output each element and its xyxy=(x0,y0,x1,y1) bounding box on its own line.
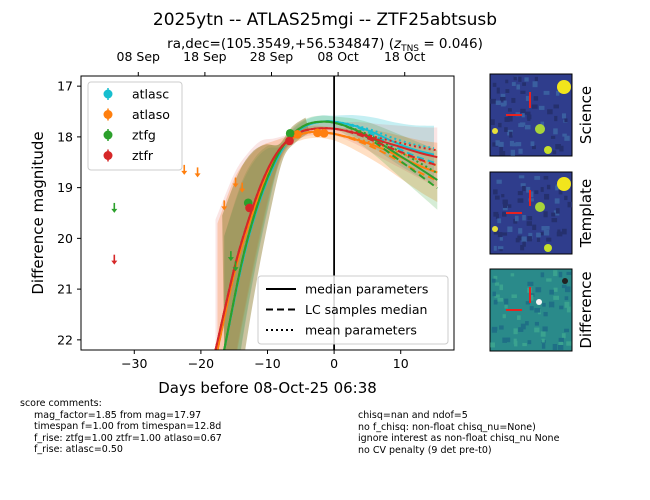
thumbnail-label: Template xyxy=(577,179,595,248)
line-style-legend: median parameters LC samples median mean p… xyxy=(257,275,449,345)
comment-line: chisq=nan and ndof=5 xyxy=(358,410,468,421)
legend-entry: atlasc xyxy=(103,87,169,102)
filter-legend: atlasc atlaso ztfg ztfr xyxy=(87,81,183,171)
star xyxy=(535,202,545,212)
lc-samples-median-curve xyxy=(214,127,438,350)
thumbnail-template: Template xyxy=(489,171,595,255)
model-band-overlap xyxy=(222,117,310,350)
score-comments: score comments: mag_factor=1.85 from mag=… xyxy=(20,398,222,456)
model-band xyxy=(215,122,438,350)
lc-samples-median-curve xyxy=(216,130,438,350)
legend-entry: atlaso xyxy=(103,107,170,122)
top-tick-label: 18 Oct xyxy=(384,49,426,64)
legend-entry: median parameters xyxy=(266,282,428,297)
residual xyxy=(536,299,542,305)
comment-line: no f_chisq: non-float chisq_nu=None) xyxy=(358,421,536,433)
data-point xyxy=(285,129,295,138)
x-axis-label: Days before 08-Oct-25 06:38 xyxy=(158,379,377,397)
x-tick-label: −20 xyxy=(188,356,214,371)
legend-marker xyxy=(103,151,113,160)
legend-box xyxy=(87,81,183,171)
legend-entry: ztfr xyxy=(103,148,154,163)
comment-line: timespan f=1.00 from timespan=12.8d xyxy=(34,421,222,432)
legend-label: atlasc xyxy=(132,87,169,102)
thumbnail-label: Science xyxy=(577,86,595,144)
y-tick-label: 19 xyxy=(57,180,73,195)
data-point xyxy=(245,203,254,213)
star xyxy=(544,244,552,252)
comment-line: mag_factor=1.85 from mag=17.97 xyxy=(34,409,202,421)
legend-label: median parameters xyxy=(305,282,428,297)
mean-parameters-curve xyxy=(223,120,438,350)
star xyxy=(492,128,498,134)
legend-label: LC samples median xyxy=(305,302,427,317)
lc-samples-median-curve xyxy=(223,120,438,350)
model-band xyxy=(224,114,434,350)
comment-line: no CV penalty (9 det pre-t0) xyxy=(358,444,492,456)
y-tick-label: 20 xyxy=(57,231,73,246)
figure-subtitle: ra,dec=(105.3549,+56.534847) (zTNS = 0.0… xyxy=(167,36,483,54)
legend-entry: LC samples median xyxy=(266,302,427,317)
star xyxy=(557,80,571,94)
image-thumbnails: Science Template Difference xyxy=(489,73,595,352)
y-tick-label: 22 xyxy=(57,332,73,347)
y-tick-label: 18 xyxy=(57,129,73,144)
legend-label: ztfr xyxy=(132,148,154,163)
legend-box xyxy=(257,275,449,345)
star xyxy=(535,124,545,134)
thumbnail-science: Science xyxy=(489,73,595,157)
model-bands xyxy=(215,114,438,350)
x-tick-label: 10 xyxy=(393,356,409,371)
data-point xyxy=(293,130,302,139)
top-tick-label: 28 Sep xyxy=(250,49,294,64)
comment-line: ignore interest as non-float chisq_nu No… xyxy=(358,433,560,444)
thumbnail-label: Difference xyxy=(577,271,595,348)
axes: −30 −20 −10 0 10 17 18 19 20 21 22 08 Sep 18 Sep 28 S… xyxy=(29,49,455,397)
star xyxy=(544,146,552,154)
data-markers xyxy=(111,128,329,272)
top-tick-label: 08 Sep xyxy=(117,49,161,64)
y-axis-label: Difference magnitude xyxy=(29,131,47,294)
star xyxy=(557,177,571,191)
upper-limit-arrow xyxy=(232,261,239,272)
residual xyxy=(562,278,568,284)
legend-label: ztfg xyxy=(132,128,156,143)
legend-entry: ztfg xyxy=(103,128,156,143)
data-point xyxy=(285,136,294,146)
top-tick-label: 18 Sep xyxy=(183,49,227,64)
comment-line: score comments: xyxy=(20,398,102,409)
upper-limit-arrow xyxy=(111,202,118,213)
star xyxy=(492,226,498,232)
y-tick-label: 17 xyxy=(57,79,73,94)
chisq-comments: chisq=nan and ndof=5 no f_chisq: non-floa… xyxy=(358,410,559,456)
thumbnail-difference: Difference xyxy=(489,268,595,352)
legend-label: atlaso xyxy=(132,107,170,122)
upper-limit-arrow xyxy=(239,182,246,193)
figure-title: 2025ytn -- ATLAS25mgi -- ZTF25abtsusb xyxy=(153,10,497,30)
upper-limit-arrow xyxy=(181,164,188,175)
upper-limit-arrow xyxy=(232,177,239,188)
upper-limit-arrow xyxy=(194,167,201,178)
comment-line: f_rise: atlasc=0.50 xyxy=(34,444,123,455)
x-tick-label: −10 xyxy=(254,356,280,371)
legend-marker xyxy=(103,110,113,119)
legend-marker xyxy=(103,130,113,140)
model-band xyxy=(217,125,438,350)
upper-limit-arrow xyxy=(227,251,234,262)
upper-limit-arrow xyxy=(221,200,228,211)
top-tick-label: 08 Oct xyxy=(317,49,359,64)
data-point xyxy=(313,128,322,138)
y-tick-label: 21 xyxy=(57,282,73,297)
data-point xyxy=(319,129,329,138)
legend-entry: mean parameters xyxy=(266,323,417,338)
x-tick-label: −30 xyxy=(121,356,147,371)
x-tick-label: 0 xyxy=(330,356,338,371)
comment-line: f_rise: ztfg=1.00 ztfr=1.00 atlaso=0.67 xyxy=(34,432,222,444)
legend-label: mean parameters xyxy=(305,323,417,338)
legend-marker xyxy=(103,89,113,99)
upper-limit-arrow xyxy=(111,254,118,265)
